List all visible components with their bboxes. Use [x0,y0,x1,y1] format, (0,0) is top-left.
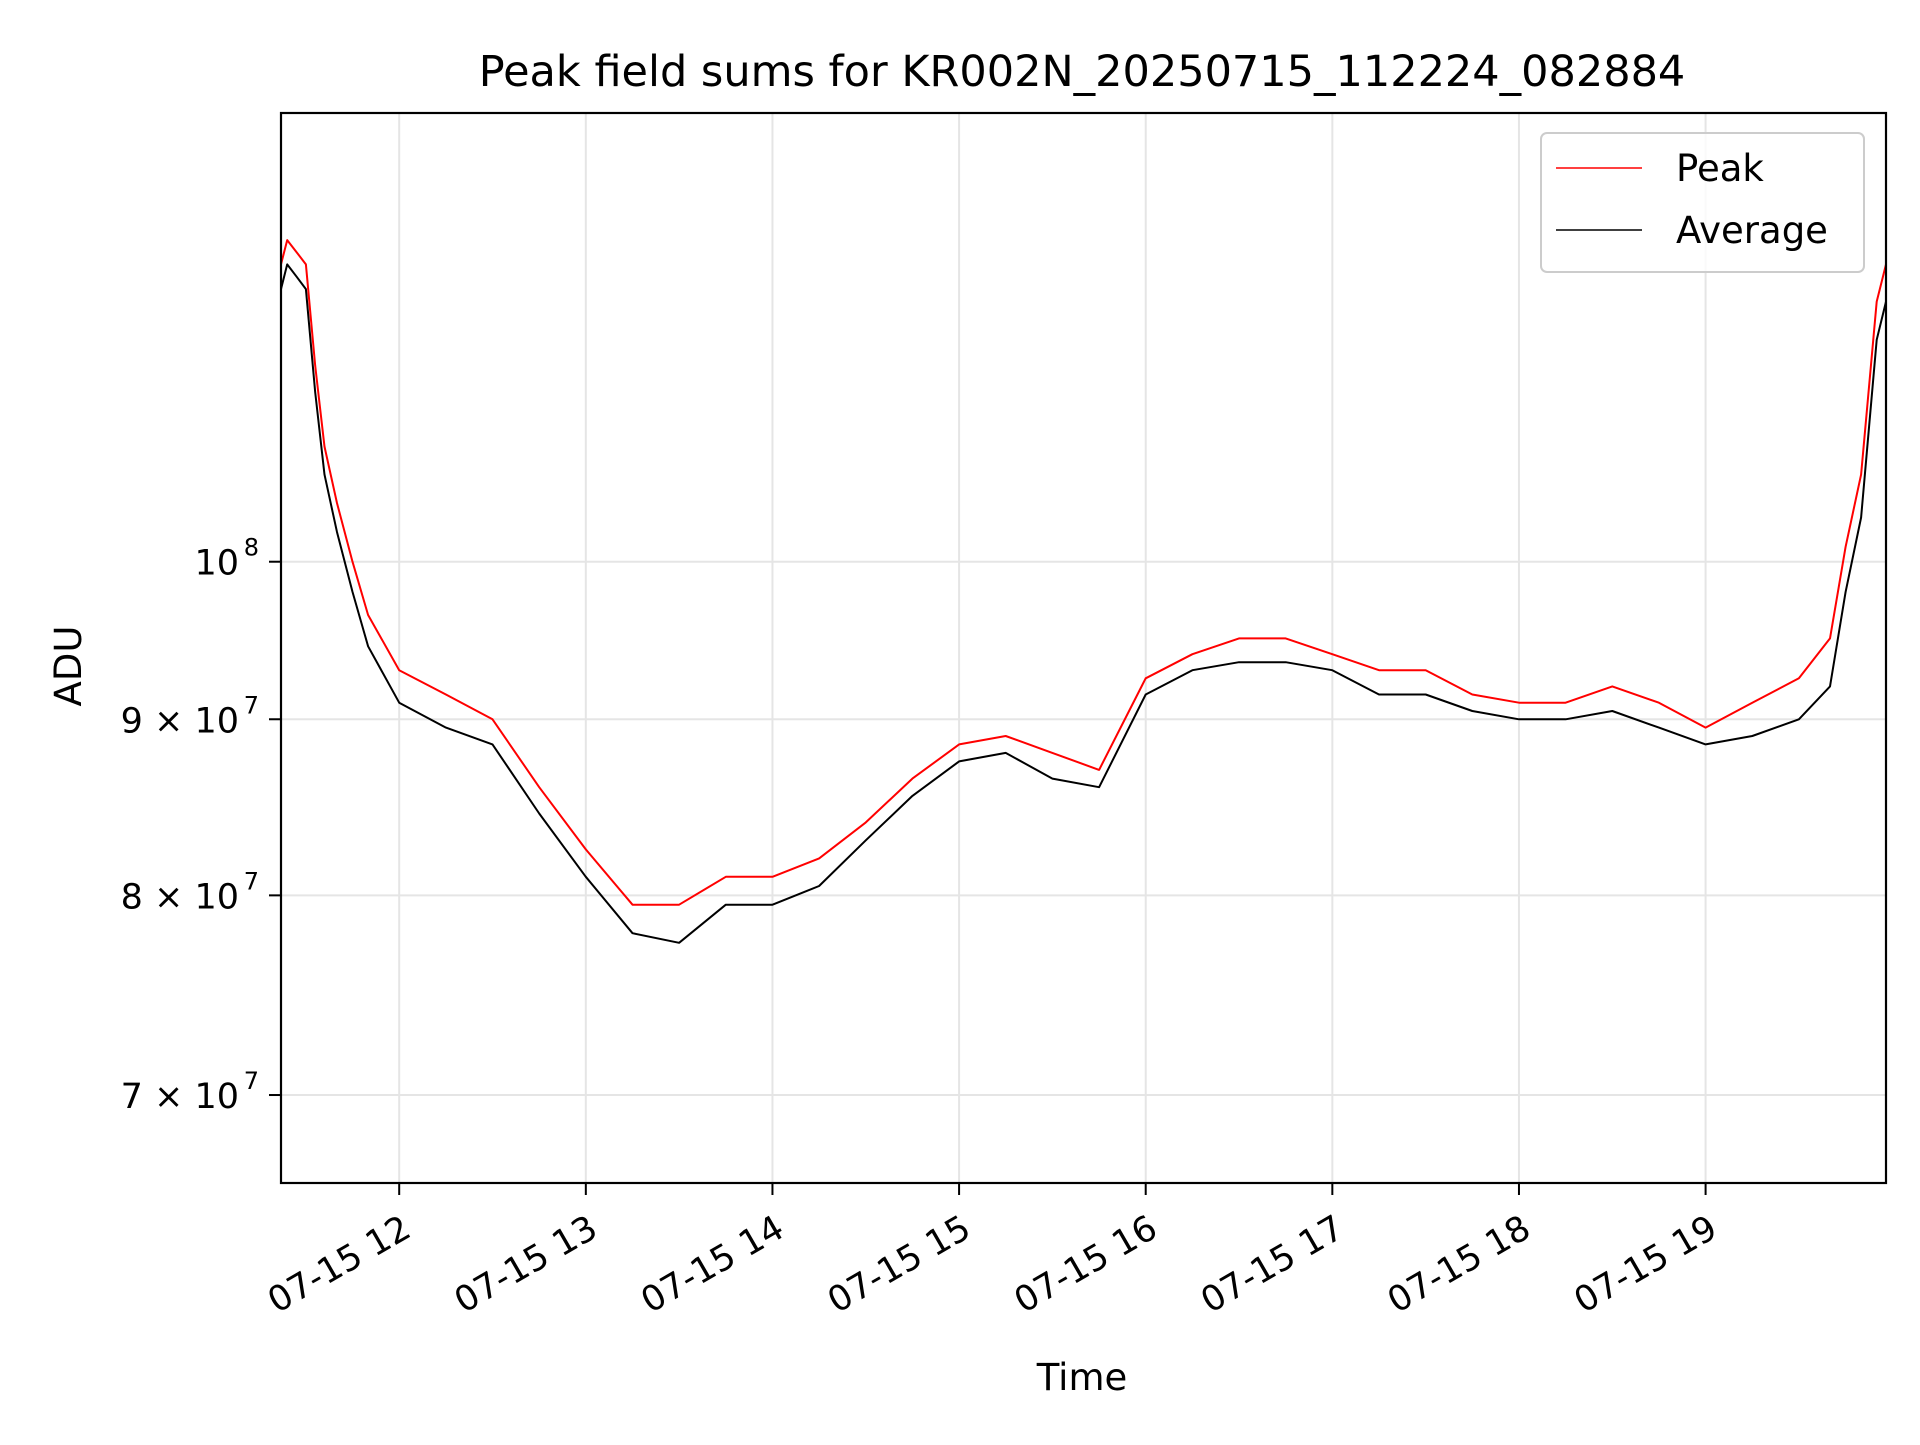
plot-frame [279,111,1888,1185]
legend-label-average: Average [1676,209,1828,252]
y-tick-label: 8 × 10 [121,877,239,917]
series-line-peak [280,239,1887,906]
series-line-average [280,263,1887,944]
y-tick-label: 7 × 10 [121,1077,239,1117]
y-tick-label: 10 [194,544,239,584]
y-tick-exponent: 7 [244,867,259,895]
grid [281,113,1886,1183]
y-tick-exponent: 8 [244,534,259,562]
chart-title: Peak field sums for KR002N_20250715_1122… [479,47,1686,97]
plot-area [280,239,1887,944]
x-axis-label: Time [1036,1356,1128,1399]
y-tick-label: 9 × 10 [121,701,239,741]
legend: Peak Average [1540,132,1865,273]
legend-label-peak: Peak [1676,147,1764,190]
y-tick-exponent: 7 [244,691,259,719]
y-tick-exponent: 7 [244,1067,259,1095]
y-axis-label: ADU [47,626,90,707]
